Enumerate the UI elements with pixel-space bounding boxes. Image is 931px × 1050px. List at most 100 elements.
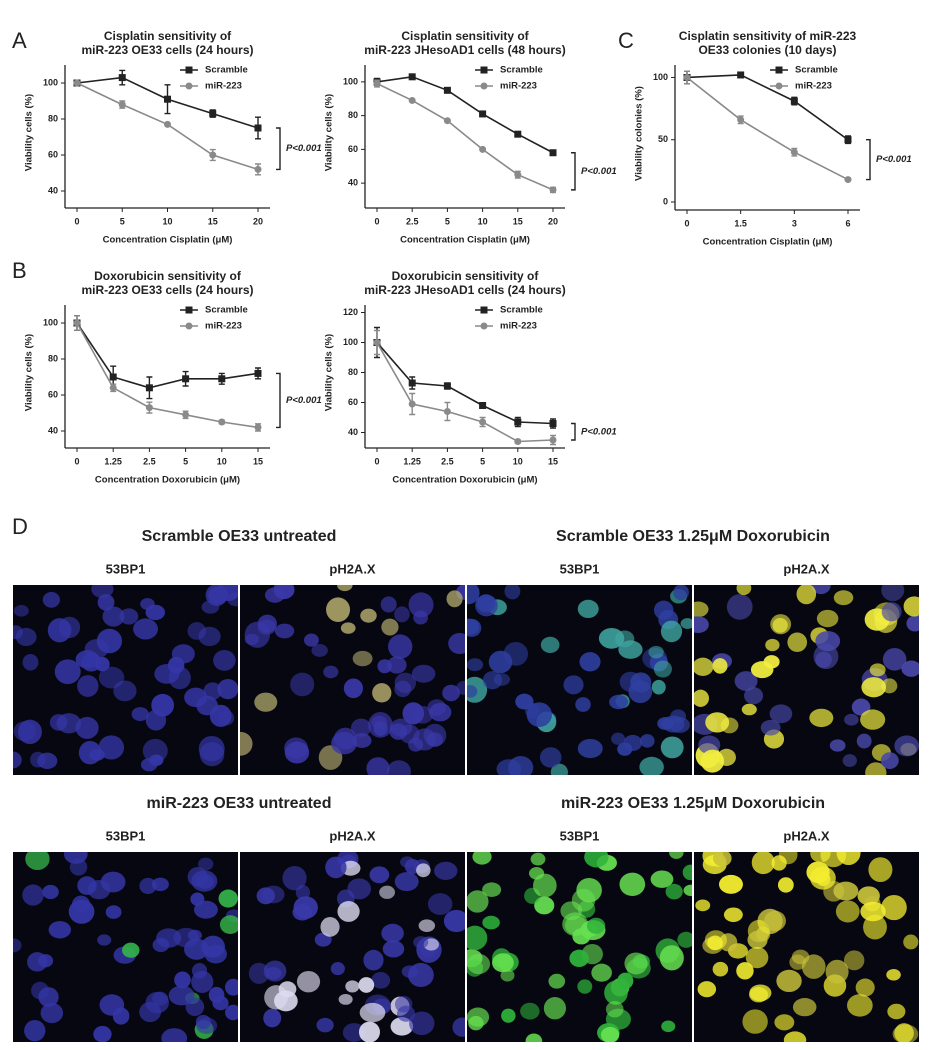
y-tick-label: 60	[348, 144, 358, 154]
x-tick-label: 2.5	[406, 216, 419, 226]
legend-label: Scramble	[205, 305, 248, 316]
x-tick-label: 10	[478, 216, 488, 226]
nucleus	[426, 732, 443, 747]
nucleus	[340, 622, 356, 634]
nucleus	[526, 702, 552, 727]
annotation: P<0.001	[581, 426, 617, 437]
nucleus	[31, 981, 49, 1000]
x-tick-label: 15	[208, 216, 218, 226]
significance-bracket	[571, 152, 576, 191]
marker	[182, 375, 190, 383]
legend-marker	[185, 306, 193, 314]
marker	[549, 436, 557, 444]
nucleus	[856, 733, 872, 749]
y-tick-label: 100	[653, 72, 668, 82]
nucleus	[429, 702, 452, 722]
nucleus	[386, 760, 411, 775]
marker	[254, 369, 262, 377]
nucleus	[860, 901, 886, 922]
marker	[683, 73, 691, 81]
nucleus	[660, 718, 675, 730]
nucleus	[771, 855, 787, 871]
nucleus	[835, 900, 860, 923]
nucleus	[774, 1014, 795, 1031]
nucleus	[515, 693, 534, 710]
marker	[254, 124, 262, 132]
nucleus	[887, 1003, 906, 1020]
micrograph	[694, 852, 919, 1042]
nucleus	[880, 752, 899, 769]
marker	[549, 420, 557, 427]
nucleus	[624, 952, 648, 975]
marker	[408, 400, 416, 408]
nucleus	[212, 995, 229, 1011]
legend-marker	[480, 82, 488, 90]
nucleus	[467, 685, 478, 698]
chart-title: miR-223 JHesoAD1 cells (48 hours)	[364, 43, 565, 57]
nucleus	[548, 973, 566, 989]
chart-title: miR-223 JHesoAD1 cells (24 hours)	[364, 283, 565, 297]
chart-title: Doxorubicin sensitivity of	[94, 269, 242, 283]
nucleus	[543, 997, 567, 1020]
micrograph	[467, 852, 692, 1042]
nucleus	[408, 737, 424, 752]
nucleus	[303, 633, 319, 647]
x-tick-label: 1.25	[104, 456, 122, 466]
x-tick-label: 6	[845, 218, 850, 228]
group-title: Scramble OE33 1.25μM Doxorubicin	[556, 528, 830, 545]
marker	[109, 384, 117, 392]
nucleus	[408, 592, 434, 618]
nucleus	[225, 978, 238, 996]
marker	[479, 145, 487, 153]
nucleus	[894, 735, 919, 757]
channel-label: pH2A.X	[783, 561, 830, 576]
nucleus	[742, 1009, 768, 1034]
marker	[118, 101, 126, 109]
legend-marker	[185, 82, 193, 90]
marker	[737, 116, 745, 124]
y-tick-label: 60	[48, 389, 58, 399]
nucleus	[326, 597, 351, 622]
nucleus	[787, 632, 808, 653]
x-tick-label: 0	[74, 456, 79, 466]
nucleus	[829, 739, 846, 752]
nucleus	[694, 657, 714, 676]
marker	[408, 379, 416, 387]
nucleus	[161, 1028, 188, 1042]
marker	[373, 80, 381, 88]
nucleus	[571, 888, 596, 912]
marker	[145, 384, 153, 392]
x-tick-label: 5	[480, 456, 485, 466]
x-axis-label: Concentration Cisplatin (μM)	[400, 235, 530, 246]
nucleus	[337, 585, 353, 592]
micrograph	[240, 585, 465, 775]
nucleus	[468, 1015, 484, 1031]
x-axis-label: Concentration Cisplatin (μM)	[703, 237, 833, 248]
channel-label: pH2A.X	[329, 561, 376, 576]
nucleus	[763, 655, 780, 669]
nucleus	[142, 738, 168, 763]
nucleus	[525, 1033, 543, 1042]
nucleus	[847, 994, 873, 1017]
nucleus	[382, 940, 405, 958]
nucleus	[296, 970, 321, 993]
legend-marker	[775, 66, 783, 74]
nucleus	[833, 590, 854, 606]
nucleus	[760, 719, 781, 736]
nucleus	[467, 925, 488, 951]
nucleus	[810, 866, 836, 890]
nucleus	[577, 738, 603, 759]
nucleus	[815, 651, 832, 668]
nucleus	[358, 1021, 380, 1042]
nucleus	[320, 917, 340, 937]
nucleus	[369, 866, 390, 884]
nucleus	[789, 954, 806, 970]
marker	[118, 74, 126, 82]
x-tick-label: 0	[74, 216, 79, 226]
nucleus	[534, 896, 555, 915]
nucleus	[323, 665, 339, 679]
nucleus	[133, 618, 158, 640]
nucleus	[660, 620, 683, 643]
nucleus	[886, 969, 901, 981]
